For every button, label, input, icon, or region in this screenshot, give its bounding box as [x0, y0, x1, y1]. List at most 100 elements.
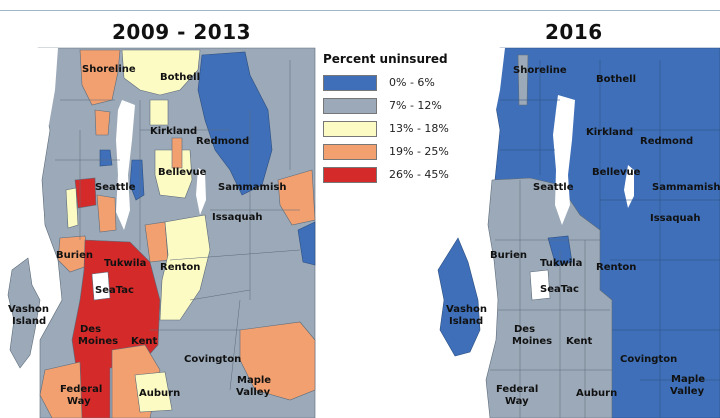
left-label-sammamish: Sammamish — [218, 182, 286, 193]
right-boundaries — [500, 60, 720, 418]
left-maple-valley-region — [239, 321, 316, 401]
legend-swatch — [323, 74, 377, 91]
left-seattle-yellow — [65, 187, 79, 229]
left-renton-yellow — [159, 214, 211, 321]
right-label-federal: Federal — [496, 384, 538, 395]
legend-swatch — [323, 166, 377, 183]
left-label-way: Way — [67, 396, 91, 407]
right-label-bothell: Bothell — [596, 74, 636, 85]
legend-item: 26% - 45% — [323, 163, 473, 186]
left-label-covington: Covington — [184, 354, 241, 365]
left-sound-water — [0, 48, 58, 240]
legend-label: 19% - 25% — [389, 145, 449, 158]
legend-item: 0% - 6% — [323, 71, 473, 94]
left-label-bothell: Bothell — [160, 72, 200, 83]
left-redmond-region — [197, 51, 273, 196]
left-label-issaquah: Issaquah — [212, 212, 263, 223]
left-bellevue-orange — [171, 137, 183, 169]
legend-label: 26% - 45% — [389, 168, 449, 181]
left-label-federal: Federal — [60, 384, 102, 395]
left-seattle-blue — [99, 149, 113, 167]
left-label-seattle: Seattle — [95, 182, 136, 193]
left-label-island: Island — [12, 316, 46, 327]
right-label-maple: Maple — [671, 374, 705, 385]
right-panel-title: 2016 — [545, 20, 603, 44]
right-label-issaquah: Issaquah — [650, 213, 701, 224]
legend: Percent uninsured 0% - 6% 7% - 12% 13% -… — [323, 52, 473, 186]
left-seattle-orange — [96, 194, 117, 233]
left-federal-way-region — [39, 361, 83, 418]
left-label-renton: Renton — [160, 262, 200, 273]
left-seattle-red — [74, 177, 97, 209]
right-lake-washington — [553, 95, 575, 225]
legend-swatch — [323, 97, 377, 114]
left-kirkland-orange — [94, 109, 111, 136]
left-burien-region — [57, 235, 91, 273]
right-vashon-island — [437, 237, 481, 357]
legend-label: 0% - 6% — [389, 76, 435, 89]
left-east-blue — [297, 221, 316, 266]
right-label-valley: Valley — [670, 386, 705, 397]
legend-label: 13% - 18% — [389, 122, 449, 135]
right-label-bellevue: Bellevue — [592, 167, 641, 178]
left-label-valley: Valley — [236, 387, 271, 398]
left-label-bellevue: Bellevue — [158, 167, 207, 178]
right-label-des: Des — [514, 324, 535, 335]
right-label-renton: Renton — [596, 262, 636, 273]
left-label-kent: Kent — [131, 336, 157, 347]
left-label-kirkland: Kirkland — [150, 126, 197, 137]
left-label-auburn: Auburn — [139, 388, 180, 399]
legend-swatch — [323, 143, 377, 160]
right-label-seatac: SeaTac — [540, 284, 579, 295]
legend-item: 7% - 12% — [323, 94, 473, 117]
left-panel-title: 2009 - 2013 — [112, 20, 252, 44]
left-boundaries — [55, 60, 301, 391]
right-label-way: Way — [505, 396, 529, 407]
right-label-seattle: Seattle — [533, 182, 574, 193]
right-label-island: Island — [449, 316, 483, 327]
right-gray-boundaries — [490, 180, 612, 418]
left-label-shoreline: Shoreline — [82, 64, 136, 75]
right-lake-sammamish — [624, 165, 634, 208]
left-label-maple: Maple — [237, 375, 271, 386]
right-label-shoreline: Shoreline — [513, 65, 567, 76]
left-label-vashon: Vashon — [8, 304, 49, 315]
left-seatac-airport — [91, 271, 111, 301]
right-sound-water — [440, 48, 505, 240]
left-vashon-island — [7, 257, 41, 369]
left-label-moines: Moines — [78, 336, 118, 347]
right-label-kirkland: Kirkland — [586, 127, 633, 138]
legend-item: 13% - 18% — [323, 117, 473, 140]
right-label-moines: Moines — [512, 336, 552, 347]
legend-title: Percent uninsured — [323, 52, 448, 66]
right-label-tukwila: Tukwila — [540, 258, 582, 269]
right-label-redmond: Redmond — [640, 136, 693, 147]
legend-label: 7% - 12% — [389, 99, 442, 112]
legend-swatch — [323, 120, 377, 137]
right-map: Shoreline Bothell Kirkland Redmond Seatt… — [437, 47, 720, 418]
right-label-sammamish: Sammamish — [652, 182, 720, 193]
left-label-des: Des — [80, 324, 101, 335]
left-bellevue-region — [154, 149, 193, 199]
legend-item: 19% - 25% — [323, 140, 473, 163]
left-kirkland-yellow — [149, 99, 169, 126]
left-lake-washington — [116, 100, 135, 230]
left-map: Shoreline Bothell Kirkland Redmond Seatt… — [0, 47, 316, 418]
left-label-seatac: SeaTac — [95, 285, 134, 296]
left-label-redmond: Redmond — [196, 136, 249, 147]
right-label-covington: Covington — [620, 354, 677, 365]
left-auburn-yellow — [134, 371, 173, 413]
left-label-tukwila: Tukwila — [104, 258, 146, 269]
left-east-orange — [277, 169, 316, 226]
left-bothell-region — [121, 49, 201, 96]
right-label-burien: Burien — [490, 250, 527, 261]
left-lake-sammamish — [196, 168, 206, 215]
right-seatac-airport — [529, 269, 551, 301]
right-shoreline-gray — [517, 54, 529, 106]
top-rule — [0, 10, 720, 11]
right-label-kent: Kent — [566, 336, 592, 347]
right-label-auburn: Auburn — [576, 388, 617, 399]
left-label-burien: Burien — [56, 250, 93, 261]
right-label-vashon: Vashon — [446, 304, 487, 315]
